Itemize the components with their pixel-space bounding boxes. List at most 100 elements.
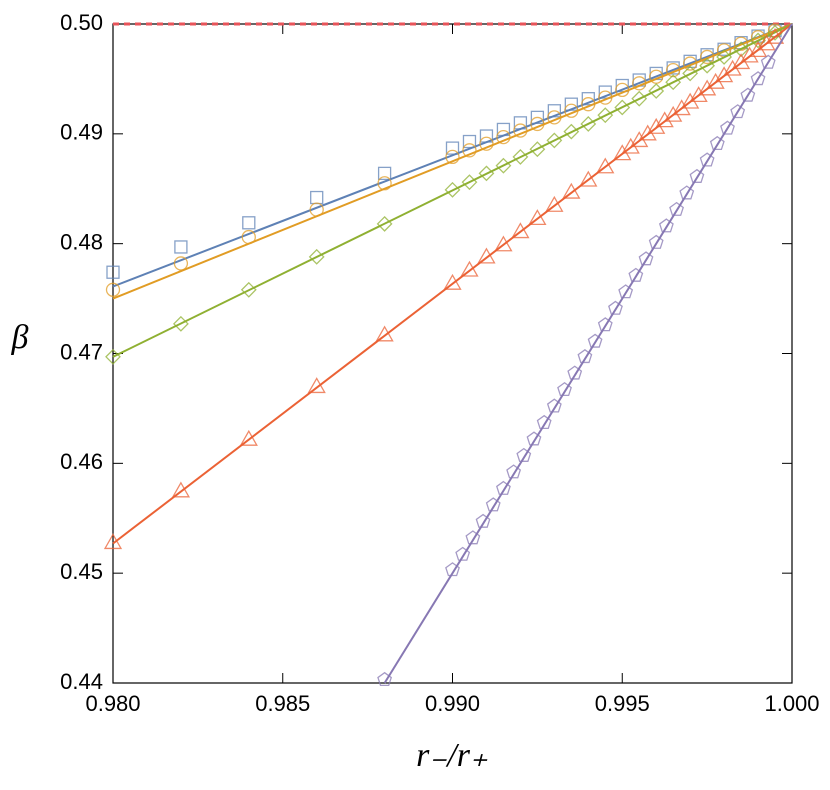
data-point (174, 240, 188, 254)
data-point (632, 76, 647, 91)
data-point (682, 65, 699, 82)
data-point (545, 195, 564, 212)
data-point (665, 74, 682, 91)
data-point (377, 671, 393, 687)
data-point (658, 218, 674, 233)
data-point (526, 431, 542, 446)
data-point (516, 447, 532, 462)
y-tick-label: 0.50 (60, 10, 103, 35)
data-point (699, 57, 716, 74)
data-point (699, 152, 715, 167)
data-point (597, 107, 614, 124)
data-point (631, 90, 648, 107)
data-point (648, 234, 664, 249)
data-point (475, 513, 491, 528)
data-point (547, 110, 562, 125)
fit-line (112, 23, 793, 288)
data-point (513, 116, 528, 130)
data-point (733, 36, 749, 51)
data-point (479, 129, 494, 143)
x-tick-label: 0.990 (425, 691, 480, 716)
data-point (716, 49, 733, 65)
data-point (529, 141, 546, 158)
data-point (485, 497, 501, 512)
data-point (628, 267, 644, 282)
data-point (618, 284, 634, 299)
data-point (699, 49, 715, 65)
data-point (597, 317, 613, 332)
data-point (679, 185, 695, 200)
data-point (581, 97, 596, 112)
data-point (615, 78, 629, 93)
data-point (103, 533, 123, 550)
data-point (496, 480, 511, 495)
data-point (666, 62, 681, 78)
data-point (307, 377, 326, 394)
data-point (767, 24, 783, 41)
y-tick-label: 0.46 (60, 449, 103, 474)
data-point (512, 148, 529, 165)
y-tick-label: 0.45 (60, 559, 103, 584)
data-point (596, 157, 615, 174)
y-tick-label: 0.49 (60, 120, 103, 145)
data-point (530, 110, 545, 125)
data-point (614, 99, 631, 116)
data-point (310, 190, 324, 205)
data-point (598, 85, 612, 99)
data-point (106, 265, 120, 279)
data-point (720, 120, 735, 135)
data-point (546, 132, 563, 149)
data-point (740, 46, 759, 63)
data-point (377, 176, 392, 191)
data-point (479, 136, 494, 151)
data-point (564, 103, 579, 118)
data-point (567, 365, 583, 380)
plot-frame (112, 23, 793, 684)
data-point (563, 123, 580, 140)
data-point (557, 381, 572, 397)
data-point (309, 202, 324, 217)
data-point (460, 260, 479, 277)
data-point (765, 27, 785, 44)
data-point (495, 157, 512, 174)
data-point (478, 165, 495, 182)
data-point (750, 32, 766, 49)
data-point (513, 123, 528, 138)
data-point (239, 429, 258, 446)
data-point (655, 111, 674, 128)
data-point (760, 54, 776, 69)
data-point (511, 222, 530, 239)
data-point (494, 235, 513, 252)
data-point (461, 174, 478, 191)
data-point (547, 104, 561, 118)
data-point (587, 333, 603, 348)
data-point (443, 273, 462, 290)
data-point (172, 315, 189, 332)
data-point (598, 90, 613, 105)
data-point (750, 71, 766, 86)
data-point (375, 325, 394, 342)
data-point (241, 229, 256, 245)
data-point (506, 464, 522, 479)
data-point (581, 92, 595, 106)
data-point (577, 348, 593, 364)
data-point (171, 481, 191, 498)
data-point (105, 348, 121, 365)
data-point (376, 215, 393, 232)
y-axis-label: β (11, 319, 29, 356)
data-point (669, 201, 684, 216)
data-point (564, 97, 578, 111)
data-point (528, 209, 547, 226)
data-point (740, 87, 756, 102)
data-point (608, 300, 623, 315)
x-tick-label: 0.995 (595, 691, 650, 716)
data-point (105, 282, 121, 297)
data-point (709, 135, 725, 151)
fit-line (112, 23, 793, 358)
x-tick-label: 0.980 (85, 691, 140, 716)
data-point (173, 256, 189, 271)
data-point (689, 168, 705, 183)
fit-line (112, 23, 793, 545)
data-point (377, 166, 392, 181)
data-point (444, 181, 461, 198)
